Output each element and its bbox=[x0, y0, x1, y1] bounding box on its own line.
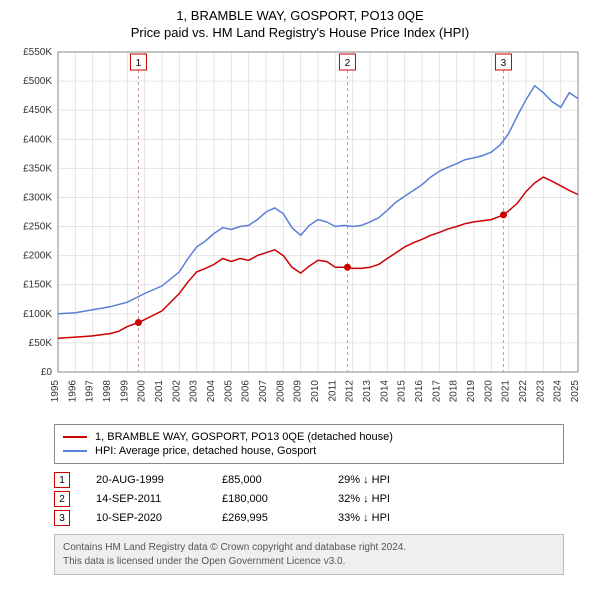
transaction-date: 14-SEP-2011 bbox=[96, 493, 196, 505]
legend-swatch bbox=[63, 450, 87, 452]
transaction-badge: 1 bbox=[54, 472, 70, 488]
footer-line2: This data is licensed under the Open Gov… bbox=[63, 555, 555, 569]
svg-text:2022: 2022 bbox=[518, 380, 529, 403]
legend-label: HPI: Average price, detached house, Gosp… bbox=[95, 445, 316, 457]
transaction-row: 2 14-SEP-2011 £180,000 32% ↓ HPI bbox=[54, 491, 590, 507]
svg-text:2014: 2014 bbox=[379, 380, 390, 403]
svg-text:£250K: £250K bbox=[23, 222, 52, 233]
price-chart: £0 £50K £100K £150K £200K £250K £300K £350K £400… bbox=[10, 46, 590, 416]
legend-box: 1, BRAMBLE WAY, GOSPORT, PO13 0QE (detac… bbox=[54, 424, 564, 464]
svg-text:1999: 1999 bbox=[119, 380, 130, 403]
svg-text:2025: 2025 bbox=[570, 380, 581, 403]
svg-text:£200K: £200K bbox=[23, 251, 52, 262]
page-title-address: 1, BRAMBLE WAY, GOSPORT, PO13 0QE bbox=[10, 8, 590, 23]
svg-text:2008: 2008 bbox=[275, 380, 286, 403]
svg-text:2005: 2005 bbox=[223, 380, 234, 403]
svg-text:2024: 2024 bbox=[553, 380, 564, 403]
svg-text:2003: 2003 bbox=[189, 380, 200, 403]
svg-text:2009: 2009 bbox=[293, 380, 304, 403]
transaction-row: 1 20-AUG-1999 £85,000 29% ↓ HPI bbox=[54, 472, 590, 488]
transaction-pct: 32% ↓ HPI bbox=[338, 493, 428, 505]
transaction-badge: 3 bbox=[54, 510, 70, 526]
svg-text:2013: 2013 bbox=[362, 380, 373, 403]
legend-row: 1, BRAMBLE WAY, GOSPORT, PO13 0QE (detac… bbox=[63, 431, 555, 443]
svg-text:1998: 1998 bbox=[102, 380, 113, 403]
svg-text:£50K: £50K bbox=[29, 338, 53, 349]
svg-text:2007: 2007 bbox=[258, 380, 269, 403]
transaction-pct: 33% ↓ HPI bbox=[338, 512, 428, 524]
svg-text:£550K: £550K bbox=[23, 47, 52, 58]
svg-text:£350K: £350K bbox=[23, 163, 52, 174]
svg-text:2012: 2012 bbox=[345, 380, 356, 403]
transaction-badge: 2 bbox=[54, 491, 70, 507]
svg-text:2018: 2018 bbox=[449, 380, 460, 403]
svg-text:2011: 2011 bbox=[327, 380, 338, 402]
svg-text:2006: 2006 bbox=[241, 380, 252, 403]
svg-text:2019: 2019 bbox=[466, 380, 477, 403]
attribution-footer: Contains HM Land Registry data © Crown c… bbox=[54, 534, 564, 575]
svg-text:2023: 2023 bbox=[535, 380, 546, 403]
legend-row: HPI: Average price, detached house, Gosp… bbox=[63, 445, 555, 457]
svg-text:2: 2 bbox=[345, 58, 351, 69]
footer-line1: Contains HM Land Registry data © Crown c… bbox=[63, 541, 555, 555]
svg-text:2000: 2000 bbox=[137, 380, 148, 403]
svg-text:2017: 2017 bbox=[431, 380, 442, 403]
svg-text:£450K: £450K bbox=[23, 105, 52, 116]
svg-text:2002: 2002 bbox=[171, 380, 182, 403]
transaction-price: £180,000 bbox=[222, 493, 312, 505]
svg-text:3: 3 bbox=[501, 58, 507, 69]
svg-text:1: 1 bbox=[136, 58, 142, 69]
svg-text:2020: 2020 bbox=[483, 380, 494, 403]
transaction-date: 10-SEP-2020 bbox=[96, 512, 196, 524]
svg-text:£150K: £150K bbox=[23, 280, 52, 291]
legend-swatch bbox=[63, 436, 87, 438]
svg-text:£400K: £400K bbox=[23, 134, 52, 145]
transaction-date: 20-AUG-1999 bbox=[96, 474, 196, 486]
svg-text:2016: 2016 bbox=[414, 380, 425, 403]
transaction-row: 3 10-SEP-2020 £269,995 33% ↓ HPI bbox=[54, 510, 590, 526]
transaction-price: £85,000 bbox=[222, 474, 312, 486]
svg-text:1997: 1997 bbox=[85, 380, 96, 403]
svg-text:£0: £0 bbox=[41, 367, 53, 378]
svg-text:£500K: £500K bbox=[23, 76, 52, 87]
svg-text:2015: 2015 bbox=[397, 380, 408, 403]
svg-text:2021: 2021 bbox=[501, 380, 512, 403]
svg-text:£300K: £300K bbox=[23, 192, 52, 203]
svg-text:£100K: £100K bbox=[23, 309, 52, 320]
svg-text:2004: 2004 bbox=[206, 380, 217, 403]
page-title-sub: Price paid vs. HM Land Registry's House … bbox=[10, 25, 590, 40]
svg-text:2001: 2001 bbox=[154, 380, 165, 403]
svg-text:1995: 1995 bbox=[50, 380, 61, 403]
transactions-table: 1 20-AUG-1999 £85,000 29% ↓ HPI 2 14-SEP-2011… bbox=[54, 472, 590, 526]
svg-text:1996: 1996 bbox=[67, 380, 78, 403]
transaction-pct: 29% ↓ HPI bbox=[338, 474, 428, 486]
legend-label: 1, BRAMBLE WAY, GOSPORT, PO13 0QE (detac… bbox=[95, 431, 393, 443]
transaction-price: £269,995 bbox=[222, 512, 312, 524]
svg-text:2010: 2010 bbox=[310, 380, 321, 403]
